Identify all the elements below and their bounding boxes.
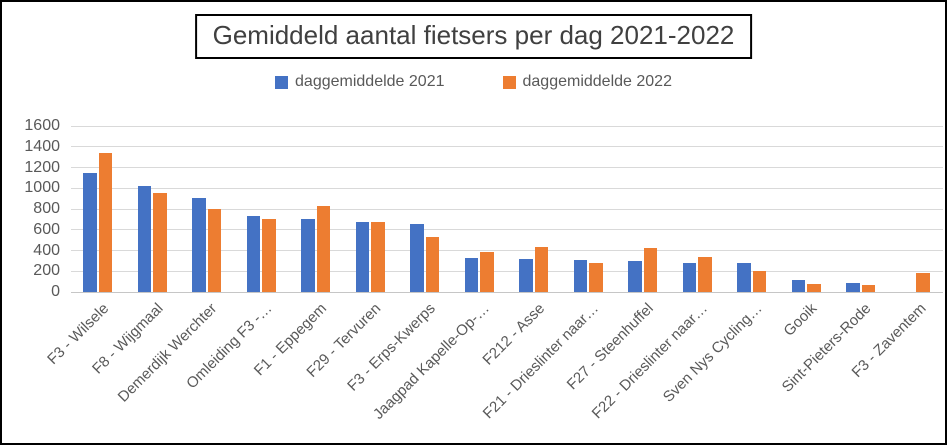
bar-2021 [846,282,860,292]
gridline [70,270,943,272]
bar-2022 [425,237,440,292]
bar-2021 [519,258,533,292]
bar-2022 [861,284,876,292]
legend: daggemiddelde 2021 daggemiddelde 2022 [2,73,945,91]
x-category-label: Gooik [780,300,821,340]
bar-2021 [791,279,806,292]
y-tick-label: 600 [33,220,60,238]
gridline [70,146,943,148]
bar-2022 [807,283,821,292]
legend-item-2022: daggemiddelde 2022 [502,73,672,91]
chart-title: Gemiddeld aantal fietsers per dag 2021-2… [194,14,753,59]
bar-2021 [355,222,370,292]
gridline [70,229,943,231]
x-category-label: Sven Nys Cycling… [660,300,766,406]
bar-2021 [192,197,206,292]
bar-2021 [83,172,97,292]
bar-2022 [207,209,222,292]
legend-swatch-2021-icon [275,75,289,89]
bar-2022 [698,256,712,292]
bar-2022 [916,272,930,292]
bar-2021 [573,259,588,292]
bar-2022 [752,271,767,292]
legend-label-2022: daggemiddelde 2022 [522,73,672,90]
bar-2022 [589,262,603,292]
y-tick-label: 1400 [24,137,60,155]
legend-swatch-2022-icon [502,75,516,89]
bar-2022 [534,247,549,292]
bar-2021 [737,262,751,292]
gridline [70,167,943,168]
gridline [70,187,943,189]
bar-2022 [316,206,331,292]
y-tick-label: 200 [33,262,60,280]
gridline [70,208,943,210]
y-tick-label: 800 [33,200,60,217]
bar-2022 [262,219,276,292]
gridline [70,125,943,127]
bar-2021 [628,260,642,292]
legend-label-2021: daggemiddelde 2021 [295,73,445,90]
bar-2021 [464,257,479,292]
y-tick-label: 1600 [24,117,60,134]
x-category-label: Demerdijk Werchter [115,300,221,406]
bar-2021 [682,263,697,292]
bar-2022 [643,248,658,292]
y-tick-label: 400 [33,241,60,259]
bar-2022 [98,152,113,292]
gridline [70,250,943,251]
bar-2022 [371,222,385,292]
y-tick-label: 0 [51,283,60,300]
x-axis-line [70,291,943,293]
bar-2021 [410,223,424,292]
bar-2021 [301,219,315,292]
bar-2022 [153,193,167,292]
bar-2021 [246,216,261,292]
bar-2021 [137,186,152,292]
bar-2022 [480,252,494,292]
legend-item-2021: daggemiddelde 2021 [275,73,445,91]
y-tick-label: 1000 [24,179,60,197]
y-tick-label: 1200 [24,158,60,176]
